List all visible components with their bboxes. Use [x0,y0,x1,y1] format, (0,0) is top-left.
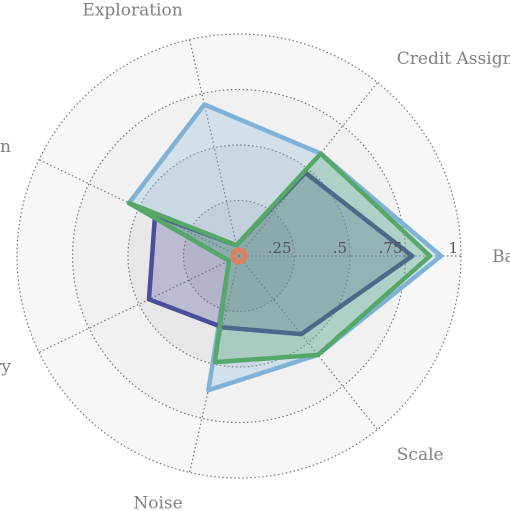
axis-label: Scale [397,445,444,465]
axis-label: Basic [492,247,510,267]
series-4-area [230,247,248,265]
axis-spoke [189,39,240,257]
axis-spoke [238,82,378,257]
r-tick-label: 1 [448,239,458,257]
grid-ring [127,144,351,368]
axis-label: Generalization [0,137,11,157]
axis-spoke [38,255,240,353]
r-tick-label: .5 [333,239,347,257]
axis-spoke [238,255,378,430]
r-tick-label: .75 [379,239,403,257]
series-3-area [126,151,433,365]
axis-label: Credit Assignment [397,49,510,69]
axis-spoke [189,255,240,473]
axis-label: Noise [133,494,182,511]
grid-ring [182,199,296,313]
r-tick-label: .25 [268,239,292,257]
grid-rings [16,33,462,479]
series-group [126,102,444,393]
axis-spokes [38,39,461,473]
axis-spoke [38,159,240,257]
axis-label: Exploration [82,0,182,20]
axis-label: Memory [0,357,11,377]
grid-ring [16,33,462,479]
radial-tick-labels: .25 .5 .75 1 [268,239,458,257]
grid-ring [71,88,407,424]
